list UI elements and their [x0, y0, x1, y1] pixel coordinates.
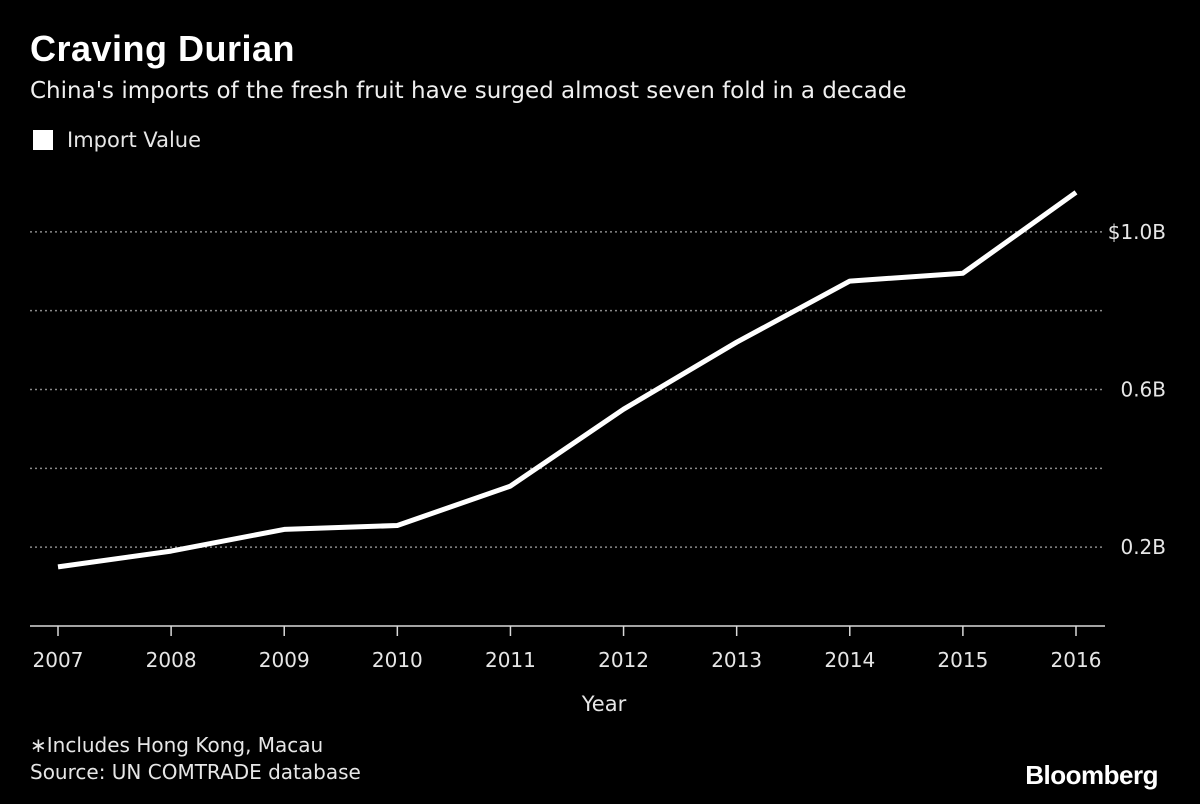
x-tick-label: 2009: [259, 648, 310, 672]
series-import-value: [57, 190, 1078, 570]
x-tick-label: 2013: [711, 648, 762, 672]
x-tick-label: 2007: [33, 648, 84, 672]
legend-swatch: [33, 130, 53, 150]
bloomberg-logo: Bloomberg: [1025, 760, 1158, 790]
gridlines: [30, 231, 1105, 548]
footnote: ∗Includes Hong Kong, Macau: [30, 733, 324, 757]
legend: Import Value: [33, 128, 201, 152]
legend-label-import-value: Import Value: [67, 128, 202, 152]
x-tick-label: 2008: [146, 648, 197, 672]
chart-subtitle: China's imports of the fresh fruit have …: [30, 78, 907, 104]
x-axis: 2007 2008 2009 2010 2011 2012 2013 2014 2015 2016: [30, 625, 1105, 672]
y-tick-label: 0.6B: [1120, 378, 1166, 402]
y-tick-label: $1.0B: [1108, 220, 1166, 244]
x-axis-title: Year: [581, 692, 627, 716]
y-tick-label: 0.2B: [1120, 535, 1166, 559]
x-tick-label: 2011: [485, 648, 536, 672]
x-tick-label: 2016: [1051, 648, 1102, 672]
x-tick-label: 2012: [598, 648, 649, 672]
x-tick-label: 2010: [372, 648, 423, 672]
x-tick-label: 2015: [937, 648, 988, 672]
source-note: Source: UN COMTRADE database: [30, 760, 361, 784]
x-tick-label: 2014: [824, 648, 875, 672]
y-axis: 0.2B 0.6B $1.0B: [1108, 220, 1166, 559]
chart-title: Craving Durian: [30, 28, 296, 69]
series-line-import-value: [57, 190, 1078, 570]
